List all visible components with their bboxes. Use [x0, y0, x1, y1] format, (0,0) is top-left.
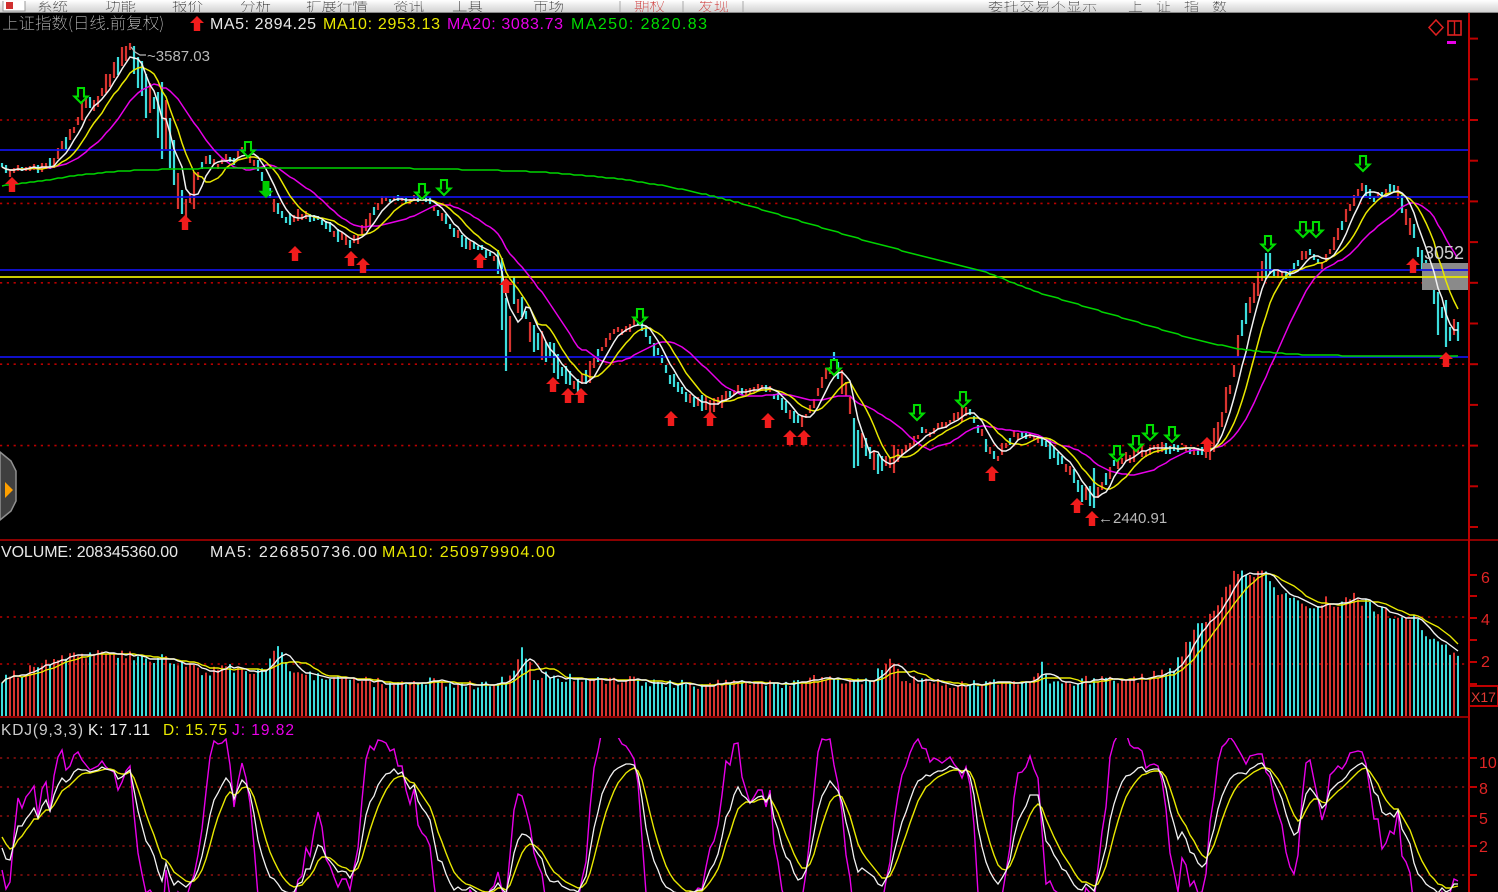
svg-text:MA20: 3083.73: MA20: 3083.73 — [447, 16, 563, 33]
svg-text:2: 2 — [1479, 839, 1488, 856]
svg-text:MA250: 2820.83: MA250: 2820.83 — [571, 16, 707, 33]
svg-text:VOLUME: 208345360.00: VOLUME: 208345360.00 — [1, 544, 178, 561]
svg-text:KDJ(9,3,3): KDJ(9,3,3) — [1, 722, 83, 739]
svg-text:4: 4 — [1481, 612, 1490, 629]
svg-text:K: 17.11: K: 17.11 — [88, 722, 150, 739]
svg-text:3052: 3052 — [1424, 243, 1464, 263]
svg-text:J: 19.82: J: 19.82 — [232, 722, 294, 739]
svg-text:D: 15.75: D: 15.75 — [163, 722, 227, 739]
svg-text:MA10: 2953.13: MA10: 2953.13 — [323, 16, 440, 33]
svg-text:10: 10 — [1479, 755, 1497, 772]
svg-text:X17: X17 — [1471, 689, 1496, 705]
svg-text:MA5: 226850736.00: MA5: 226850736.00 — [210, 544, 377, 561]
svg-text:5: 5 — [1479, 811, 1488, 828]
svg-text:~3587.03: ~3587.03 — [147, 48, 210, 65]
svg-text:MA10: 250979904.00: MA10: 250979904.00 — [382, 544, 555, 561]
svg-text:←2440.91: ←2440.91 — [1098, 510, 1167, 527]
svg-text:MA5: 2894.25: MA5: 2894.25 — [210, 16, 316, 33]
svg-text:2: 2 — [1481, 654, 1490, 671]
svg-text:8: 8 — [1479, 781, 1488, 798]
svg-text:6: 6 — [1481, 570, 1490, 587]
